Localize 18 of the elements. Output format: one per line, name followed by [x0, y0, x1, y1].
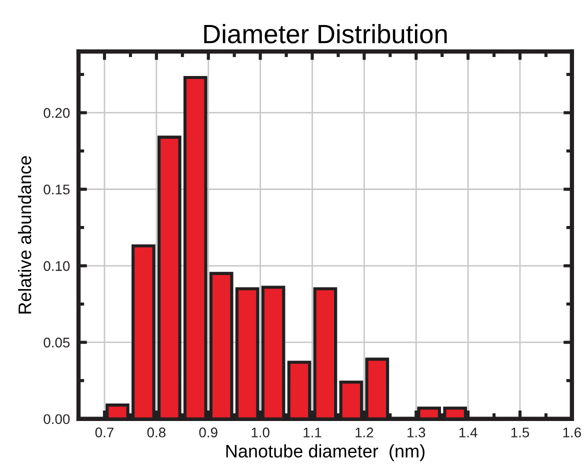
y-tick-label: 0.10 [44, 261, 70, 271]
x-tick-label: 1.3 [408, 428, 426, 438]
x-axis-title: Nanotube diameter (nm) [226, 444, 424, 462]
x-tick-label: 1.4 [459, 428, 478, 438]
x-tick-label: 0.8 [147, 428, 166, 438]
y-tick-label: 0.00 [44, 414, 70, 424]
y-tick-label: 0.15 [44, 184, 70, 194]
x-tick-label: 1.5 [511, 428, 530, 438]
x-tick-label: 1.2 [356, 428, 374, 438]
y-tick-label: 0.20 [44, 108, 70, 118]
x-tick-label: 1.6 [563, 428, 581, 438]
x-tick-label: 0.7 [95, 428, 114, 438]
x-tick-label: 0.9 [199, 428, 218, 438]
y-axis-title: Relative abundance [18, 156, 32, 314]
x-tick-label: 1.1 [304, 428, 322, 438]
chart-title: Diameter Distribution [204, 24, 447, 44]
y-tick-label: 0.05 [44, 338, 70, 348]
x-tick-label: 1.0 [252, 428, 270, 438]
